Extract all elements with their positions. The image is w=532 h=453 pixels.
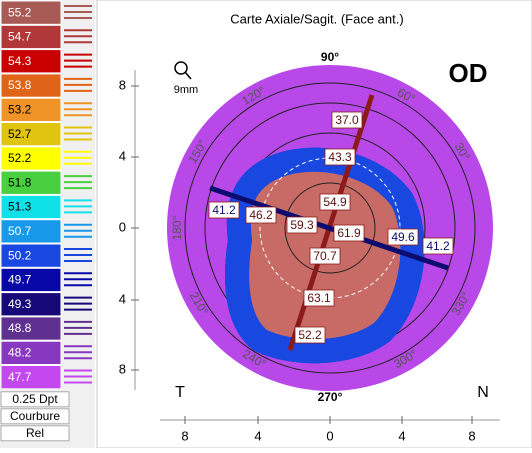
scale-swatch (0, 146, 62, 171)
y-tick-label: 8 (119, 361, 126, 376)
scale-label: 52.7 (8, 127, 32, 141)
scale-label: 48.8 (8, 321, 32, 335)
scale-step: 0.25 Dpt (12, 392, 58, 406)
scale-step-box (0, 391, 70, 408)
y-tick-label: 8 (119, 77, 126, 92)
reading-box (324, 148, 356, 166)
angle-label: 90° (321, 50, 339, 64)
y-tick-label: 4 (119, 291, 126, 306)
reading: 61.9 (337, 226, 361, 240)
reading: 52.2 (298, 328, 322, 342)
reading: 54.9 (323, 195, 347, 209)
reading-box (294, 326, 326, 344)
reading: 59.3 (290, 218, 314, 232)
reading: 70.7 (313, 249, 337, 263)
scale-reference: Rel (26, 426, 44, 440)
scale-swatch (0, 219, 62, 244)
scale-label: 53.2 (8, 103, 32, 117)
scale-swatch (0, 365, 62, 390)
reading-box (331, 111, 363, 129)
y-tick-label: 0 (119, 219, 126, 234)
x-tick-label: 0 (326, 428, 333, 443)
scale-label: 47.7 (8, 370, 32, 384)
scale-label: 53.8 (8, 78, 32, 92)
scale-label: 49.3 (8, 297, 32, 311)
scale-swatch (0, 97, 62, 122)
reading-box (309, 247, 341, 265)
scale-mode: Courbure (10, 409, 60, 423)
scale-swatch (0, 316, 62, 341)
inner-ring (284, 182, 376, 274)
x-tick-label: 4 (398, 428, 405, 443)
reading: 37.0 (335, 113, 359, 127)
scale-swatch (0, 292, 62, 317)
angle-label: 180° (170, 215, 184, 240)
zone-label: 9mm (174, 84, 198, 96)
reading-box (245, 206, 277, 224)
scale-mode-box (0, 408, 70, 425)
scale-swatch (0, 24, 62, 50)
scale-swatch (0, 73, 62, 98)
scale-label: 51.8 (8, 175, 32, 189)
nasal-label: N (477, 384, 489, 401)
reading: 46.2 (249, 208, 273, 222)
scale-swatch (0, 122, 62, 147)
magnifier-icon (174, 61, 192, 80)
scale-swatch (0, 243, 62, 268)
scale-label: 50.7 (8, 224, 32, 238)
reading-box (387, 228, 419, 246)
angle-label: 270° (318, 390, 343, 404)
scale-swatch (0, 340, 62, 366)
scale-swatch (0, 194, 62, 220)
reading: 43.3 (328, 150, 352, 164)
reading-box (303, 289, 335, 307)
x-tick-label: 4 (254, 428, 261, 443)
scale-reference-box (0, 425, 70, 442)
temporal-label: T (175, 384, 185, 401)
eye-label: OD (449, 58, 488, 88)
scale-label: 51.3 (8, 200, 32, 214)
scale-label: 50.2 (8, 248, 32, 262)
scale-label: 54.3 (8, 54, 32, 68)
scale-label: 55.2 (8, 5, 32, 19)
reading-box (208, 201, 240, 219)
scale-swatch (0, 49, 62, 74)
steep-meridian (287, 94, 375, 351)
scale-swatch (0, 267, 62, 293)
reading-box (422, 237, 454, 255)
flat-meridian (209, 185, 449, 271)
reading-box (286, 216, 318, 234)
curvature-zone (237, 160, 412, 351)
scale-swatch (0, 170, 62, 195)
scale-swatch (0, 0, 62, 25)
reading: 41.2 (212, 203, 236, 217)
x-tick-label: 8 (181, 428, 188, 443)
scale-label: 49.7 (8, 273, 32, 287)
reading: 41.2 (426, 239, 450, 253)
x-tick-label: 8 (468, 428, 475, 443)
reading: 63.1 (307, 291, 331, 305)
reading: 49.6 (391, 230, 415, 244)
scale-label: 48.2 (8, 346, 32, 360)
reading-box (319, 193, 351, 211)
map-title: Carte Axiale/Sagit. (Face ant.) (230, 11, 403, 26)
scale-label: 52.2 (8, 151, 32, 165)
y-tick-label: 4 (119, 148, 126, 163)
scale-label: 54.7 (8, 30, 32, 44)
reading-box (333, 224, 365, 242)
